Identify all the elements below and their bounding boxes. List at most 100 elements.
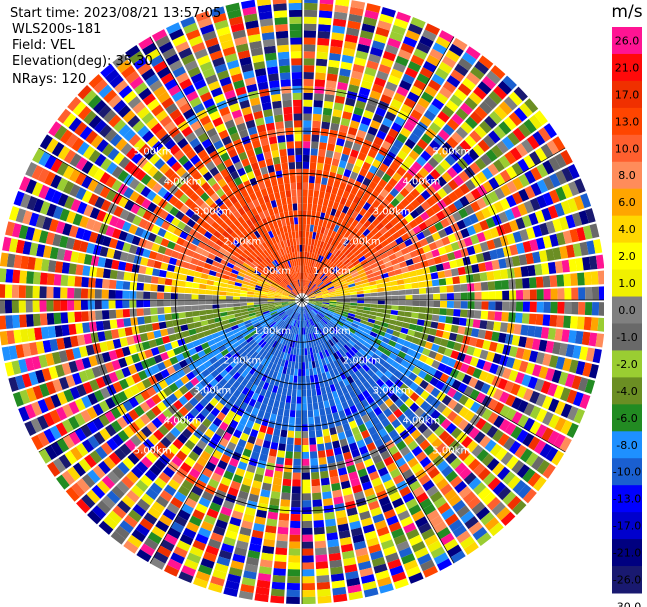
range-gate xyxy=(453,187,465,199)
range-gate xyxy=(102,268,111,279)
range-gate xyxy=(248,90,259,100)
range-gate xyxy=(288,9,302,18)
range-gate xyxy=(420,150,432,162)
range-gate xyxy=(500,269,509,280)
range-gate xyxy=(435,263,444,272)
range-gate xyxy=(390,207,400,217)
range-gate xyxy=(248,243,256,251)
range-gate xyxy=(364,9,379,20)
range-gate xyxy=(288,2,302,11)
range-gate xyxy=(273,567,286,576)
range-gate xyxy=(179,204,190,214)
range-gate xyxy=(522,240,532,253)
range-gate xyxy=(284,402,291,410)
range-gate xyxy=(189,192,200,203)
range-gate xyxy=(181,143,193,155)
range-gate xyxy=(315,561,329,570)
range-gate xyxy=(289,409,296,418)
range-gate xyxy=(242,230,250,238)
range-gate xyxy=(303,334,307,342)
range-gate xyxy=(263,269,270,276)
range-gate xyxy=(304,251,308,259)
range-gate xyxy=(466,72,481,86)
range-gate xyxy=(453,175,465,187)
range-gate xyxy=(207,318,216,325)
range-gate xyxy=(391,290,399,296)
range-gate xyxy=(296,287,300,294)
range-gate xyxy=(143,315,152,324)
range-gate xyxy=(324,250,330,259)
range-gate xyxy=(148,153,161,165)
range-gate xyxy=(302,417,308,425)
range-gate xyxy=(418,287,427,294)
range-gate xyxy=(258,159,267,169)
range-gate xyxy=(123,90,137,104)
range-gate xyxy=(122,110,136,123)
range-gate xyxy=(278,141,287,150)
range-gate xyxy=(116,270,125,280)
ray xyxy=(302,0,350,294)
range-gate xyxy=(307,410,314,418)
range-gate xyxy=(295,154,302,162)
range-gate xyxy=(305,272,308,280)
range-gate xyxy=(138,324,147,334)
range-gate xyxy=(394,182,404,193)
range-gate xyxy=(246,186,255,195)
range-gate xyxy=(210,212,219,221)
range-gate xyxy=(303,44,316,52)
range-gate xyxy=(404,138,416,150)
range-gate xyxy=(309,274,314,282)
range-gate xyxy=(390,68,404,80)
range-gate xyxy=(582,256,591,271)
range-gate xyxy=(411,256,421,264)
range-gate xyxy=(334,269,342,276)
range-gate xyxy=(372,113,384,124)
range-gate xyxy=(140,186,152,198)
range-gate xyxy=(568,258,577,272)
range-gate xyxy=(453,88,468,102)
range-gate xyxy=(377,291,385,297)
range-gate xyxy=(415,194,426,205)
range-gate xyxy=(303,279,306,287)
range-gate xyxy=(238,129,249,139)
range-gate xyxy=(276,219,283,228)
range-gate xyxy=(262,144,271,153)
range-gate xyxy=(419,115,432,127)
range-gate xyxy=(164,285,172,293)
range-gate xyxy=(431,231,441,241)
range-gate xyxy=(571,287,579,300)
range-gate xyxy=(327,244,334,253)
range-gate xyxy=(53,300,61,312)
range-gate xyxy=(267,230,274,239)
range-gate xyxy=(523,154,536,169)
ray xyxy=(272,0,302,294)
range-gate xyxy=(220,193,229,203)
range-gate xyxy=(146,178,158,190)
range-gate xyxy=(277,51,290,60)
range-gate xyxy=(138,265,147,274)
range-gate xyxy=(472,222,483,234)
range-gate xyxy=(244,259,252,266)
range-gate xyxy=(293,210,298,218)
range-gate xyxy=(88,115,102,129)
range-gate xyxy=(273,259,280,267)
range-gate xyxy=(260,203,268,212)
range-gate xyxy=(259,18,274,27)
range-gate xyxy=(453,249,463,259)
range-gate xyxy=(367,223,376,232)
range-gate xyxy=(184,300,192,306)
range-gate xyxy=(219,203,229,213)
range-gate xyxy=(293,288,299,295)
range-gate xyxy=(426,196,437,207)
range-gate xyxy=(468,213,479,225)
range-gate xyxy=(331,158,340,167)
range-gate xyxy=(109,74,124,89)
range-gate xyxy=(407,60,422,73)
range-gate xyxy=(324,94,335,103)
range-gate xyxy=(242,204,251,213)
range-gate xyxy=(338,160,347,169)
range-gate xyxy=(275,547,288,556)
range-gate xyxy=(555,170,568,185)
range-gate xyxy=(288,231,293,240)
range-gate xyxy=(246,148,256,158)
